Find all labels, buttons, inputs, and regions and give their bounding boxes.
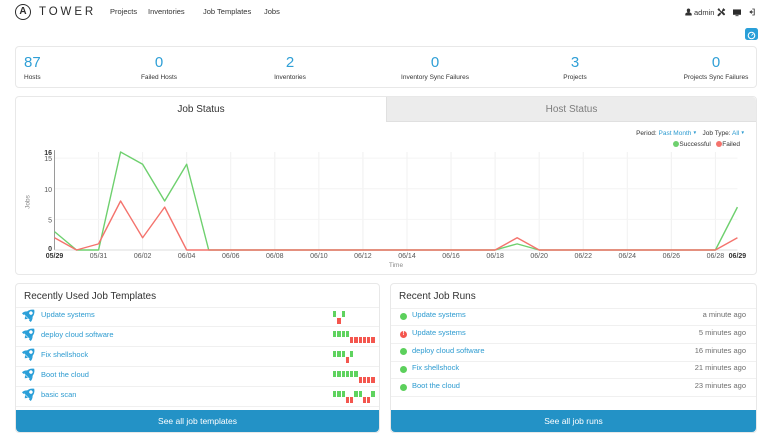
svg-text:06/10: 06/10	[310, 253, 328, 260]
svg-text:06/29: 06/29	[729, 253, 747, 260]
svg-text:06/02: 06/02	[134, 253, 152, 260]
svg-text:16: 16	[44, 150, 52, 157]
svg-text:06/18: 06/18	[486, 253, 504, 260]
svg-text:06/26: 06/26	[663, 253, 681, 260]
svg-text:06/08: 06/08	[266, 253, 284, 260]
svg-text:05/31: 05/31	[90, 253, 108, 260]
svg-text:0: 0	[48, 246, 52, 253]
svg-text:06/20: 06/20	[530, 253, 548, 260]
svg-text:Time: Time	[389, 262, 404, 269]
svg-text:06/04: 06/04	[178, 253, 196, 260]
svg-text:06/24: 06/24	[619, 253, 637, 260]
svg-text:Jobs: Jobs	[25, 194, 32, 208]
svg-text:06/14: 06/14	[398, 253, 416, 260]
svg-text:06/22: 06/22	[574, 253, 592, 260]
svg-text:06/06: 06/06	[222, 253, 240, 260]
svg-text:05/29: 05/29	[46, 253, 64, 260]
svg-text:06/28: 06/28	[707, 253, 725, 260]
svg-text:15: 15	[44, 156, 52, 163]
svg-text:5: 5	[48, 217, 52, 224]
svg-text:10: 10	[44, 187, 52, 194]
svg-text:06/12: 06/12	[354, 253, 372, 260]
svg-text:06/16: 06/16	[442, 253, 460, 260]
